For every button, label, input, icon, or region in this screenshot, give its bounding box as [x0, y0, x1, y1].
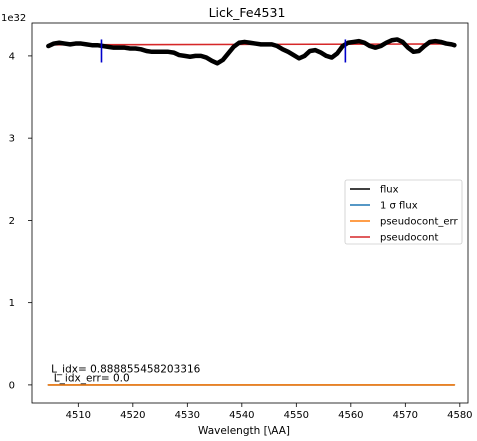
y-tick-label: 1: [9, 298, 15, 309]
y-tick-label: 2: [9, 216, 15, 227]
annotation-1: L_idx_err= 0.0: [54, 373, 130, 385]
legend-label-2: pseudocont_err: [380, 217, 458, 228]
x-tick-label: 4520: [120, 410, 145, 421]
legend-label-1: 1 σ flux: [380, 201, 418, 212]
x-tick-label: 4540: [229, 410, 254, 421]
y-tick-label: 0: [9, 380, 15, 391]
series-line-0: [46, 37, 457, 66]
x-tick-label: 4580: [447, 410, 472, 421]
legend-label-3: pseudocont: [380, 233, 438, 244]
y-tick-label: 3: [9, 134, 15, 145]
legend: flux 1 σ flux pseudocont_err pseudocont: [344, 179, 463, 245]
plot-frame: [31, 22, 469, 404]
x-tick-label: 4570: [393, 410, 418, 421]
annotation-0: L_idx= 0.888855458203316: [51, 364, 201, 376]
x-tick-label: 4550: [284, 410, 309, 421]
legend-box: [344, 179, 463, 245]
x-tick-label: 4530: [175, 410, 200, 421]
y-tick-label: 4: [9, 51, 15, 62]
x-tick-label: 4560: [338, 410, 363, 421]
chart-title: Lick_Fe4531: [209, 5, 286, 20]
legend-label-0: flux: [380, 185, 399, 196]
x-tick-label: 4510: [66, 410, 91, 421]
axis-ticks: 4510 4520 4530 4540 4550 4560 4570 4580 0 1 2 3 4: [9, 51, 473, 421]
plot-series: [46, 37, 457, 386]
x-axis-label: Wavelength [\AA]: [198, 425, 290, 437]
y-axis-scale-label: 1e32: [1, 13, 26, 24]
